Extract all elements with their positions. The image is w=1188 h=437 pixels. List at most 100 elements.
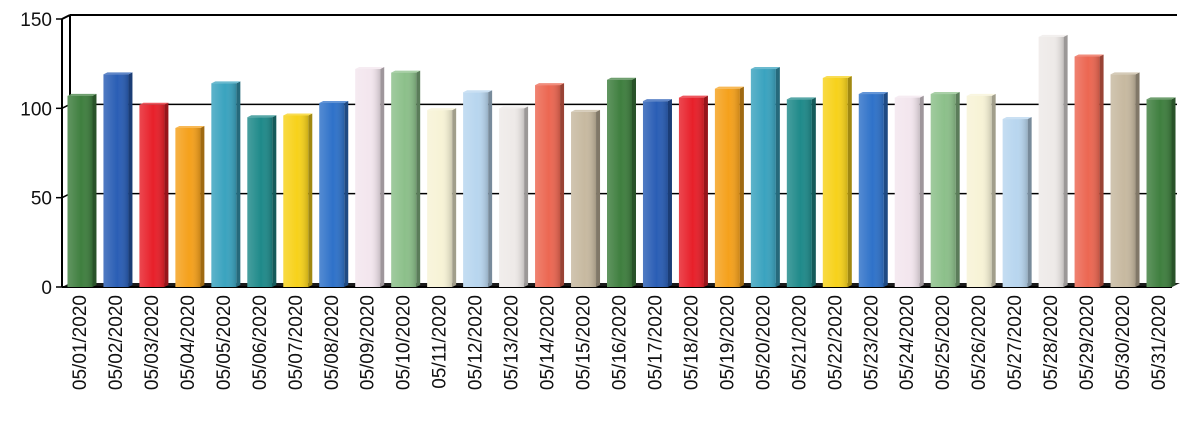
bar-05/27/2020: [1002, 117, 1032, 287]
bar-top: [571, 109, 601, 112]
bar-shading: [427, 110, 453, 288]
bar-top: [1038, 34, 1068, 37]
bar-side: [488, 90, 493, 288]
bar-side: [919, 95, 924, 287]
bar-side: [560, 83, 565, 288]
bar-top: [499, 106, 529, 109]
bar-shading: [103, 74, 129, 288]
bar-top: [1002, 117, 1032, 120]
bar-side: [128, 72, 133, 288]
bar-top: [139, 102, 169, 105]
bar-side: [164, 102, 169, 287]
bar-top: [319, 100, 349, 103]
bar-top: [427, 108, 457, 111]
bar-05/29/2020: [1074, 54, 1104, 287]
x-tick-label: 05/31/2020: [1149, 295, 1170, 390]
bar-side: [200, 125, 205, 287]
bar-top: [1110, 72, 1140, 75]
bar-side: [1135, 72, 1140, 288]
bar-shading: [1110, 74, 1136, 288]
x-tick-label: 05/30/2020: [1113, 295, 1134, 390]
bar-top: [607, 77, 636, 80]
x-tick-label: 05/20/2020: [753, 295, 774, 390]
bar-shading: [750, 69, 776, 287]
bar-side: [416, 70, 421, 287]
bar-side: [596, 109, 601, 287]
bar-05/23/2020: [858, 92, 888, 287]
bar-shading: [247, 117, 273, 288]
x-axis-tick-labels: 05/01/2020 05/02/2020 05/03/2020 05/04/2020…: [70, 295, 1170, 390]
bar-05/12/2020: [463, 90, 493, 288]
bar-top: [463, 90, 493, 93]
bar-shading: [355, 69, 381, 287]
x-tick-label: 05/04/2020: [178, 295, 199, 390]
bar-side: [775, 67, 780, 287]
bar-top: [966, 93, 996, 96]
bar-05/16/2020: [607, 77, 636, 287]
bar-shading: [535, 85, 561, 288]
bar-05/09/2020: [355, 67, 385, 287]
bar-top: [211, 81, 241, 84]
y-tick-label: 0: [41, 278, 52, 299]
bar-side: [344, 100, 349, 288]
x-tick-label: 05/22/2020: [825, 295, 846, 390]
x-tick-label: 05/08/2020: [322, 295, 343, 390]
bar-side: [524, 106, 529, 287]
bar-top: [1074, 54, 1104, 57]
bar-side: [308, 113, 313, 287]
bar-side: [955, 92, 960, 287]
bar-top: [786, 97, 816, 100]
bar-shading: [678, 97, 704, 287]
bar-shading: [499, 108, 525, 287]
x-tick-label: 05/13/2020: [502, 295, 523, 390]
bar-05/19/2020: [714, 86, 744, 288]
bar-shading: [822, 77, 848, 288]
x-tick-label: 05/01/2020: [70, 295, 91, 390]
x-tick-label: 05/02/2020: [106, 295, 127, 390]
bar-side: [92, 93, 97, 288]
bar-side: [236, 81, 241, 287]
bar-shading: [1002, 119, 1028, 287]
bar-05/14/2020: [535, 83, 565, 288]
y-tick-label: 150: [20, 10, 52, 31]
bar-05/17/2020: [642, 99, 672, 287]
bar-side: [883, 92, 888, 287]
y-axis-tick-labels: 0 50 100 150: [20, 10, 52, 299]
bar-05/30/2020: [1110, 72, 1140, 288]
x-tick-label: 05/05/2020: [214, 295, 235, 390]
bar-top: [858, 92, 888, 95]
bar-shading: [1038, 36, 1064, 287]
bar-shading: [67, 95, 93, 288]
bar-05/31/2020: [1146, 97, 1176, 288]
bar-side: [1027, 117, 1032, 287]
y-tick-label: 50: [31, 189, 52, 210]
bar-top: [67, 93, 97, 96]
bar-05/11/2020: [427, 108, 457, 288]
y-tick-label: 100: [20, 99, 52, 120]
x-tick-label: 05/09/2020: [358, 295, 379, 390]
bar-shading: [571, 111, 597, 287]
gridline-150-diag: [61, 14, 71, 20]
bar-shading: [894, 97, 920, 287]
bar-side: [1063, 34, 1068, 287]
bar-05/08/2020: [319, 100, 349, 288]
bar-top: [714, 86, 744, 89]
bar-top: [642, 99, 672, 102]
bar-05/01/2020: [67, 93, 97, 288]
bar-05/10/2020: [391, 70, 421, 287]
bar-05/02/2020: [103, 72, 133, 288]
bar-side: [991, 93, 996, 288]
bar-05/07/2020: [283, 113, 313, 287]
x-tick-label: 05/10/2020: [394, 295, 415, 390]
bar-05/13/2020: [499, 106, 529, 287]
bar-shading: [139, 104, 165, 287]
bar-05/15/2020: [571, 109, 601, 287]
bar-shading: [786, 99, 812, 288]
x-tick-label: 05/12/2020: [466, 295, 487, 390]
bar-shading: [319, 102, 345, 288]
bar-side: [1171, 97, 1176, 288]
bar-05/18/2020: [678, 95, 708, 287]
x-tick-label: 05/07/2020: [286, 295, 307, 390]
bar-side: [272, 115, 277, 288]
